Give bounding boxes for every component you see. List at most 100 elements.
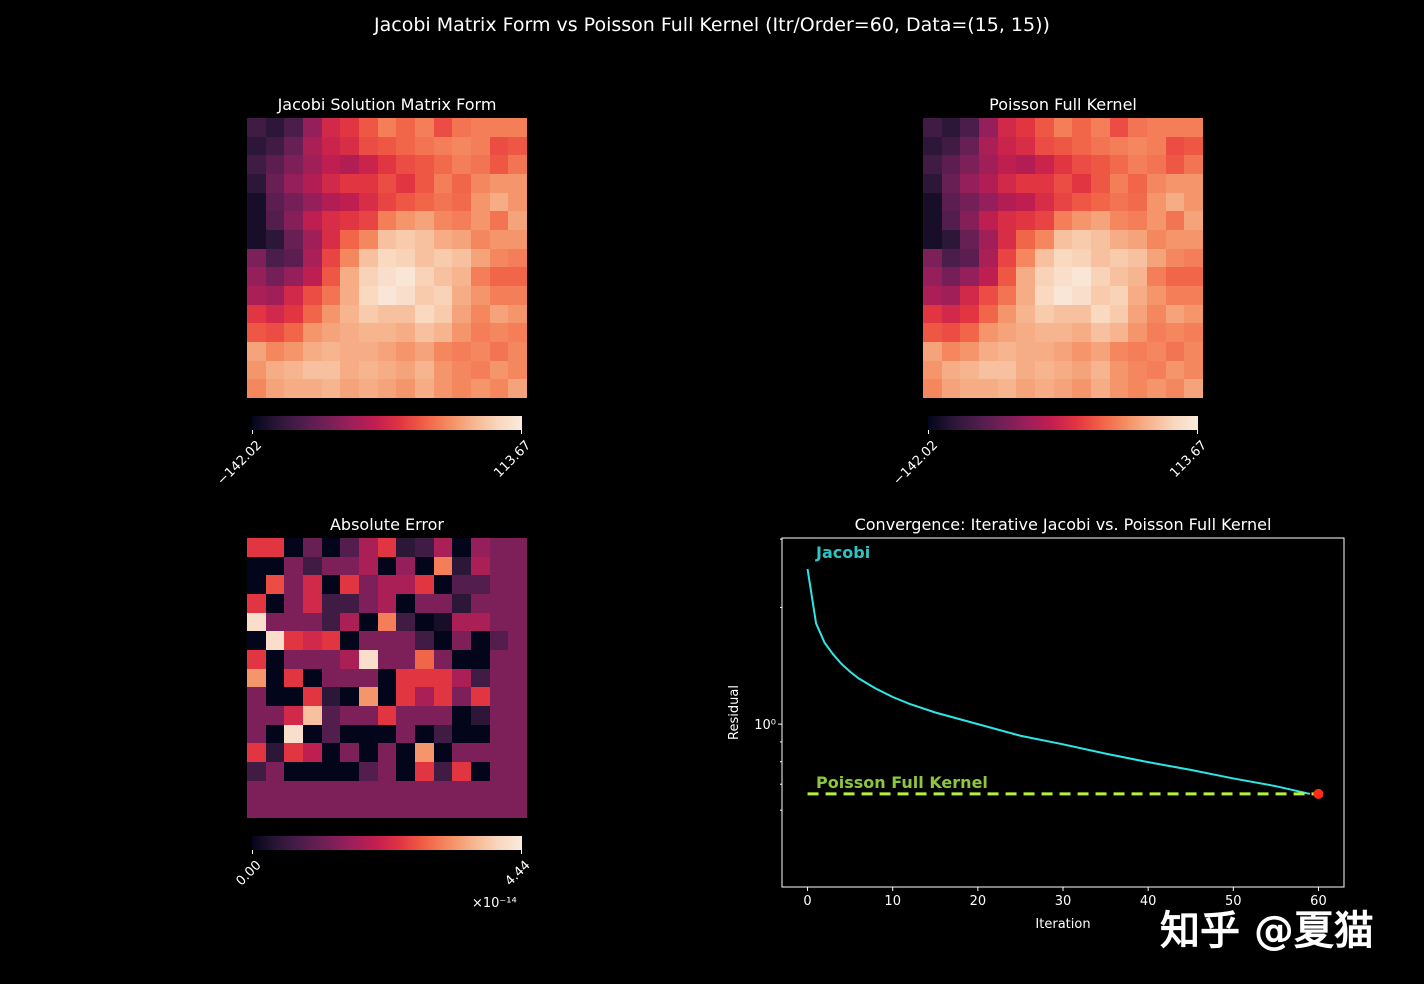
error-cell-r12-c10 (433, 761, 453, 781)
error-cell-r1-c14 (508, 556, 527, 576)
poisson-cell-r6-c11 (1128, 229, 1147, 249)
error-cell-r2-c9 (414, 575, 434, 594)
jacobi-cell-r4-c12 (470, 192, 490, 212)
error-cell-r13-c3 (302, 780, 322, 800)
poisson-cell-r9-c6 (1034, 285, 1054, 305)
error-cell-r4-c5 (340, 612, 359, 632)
jacobi-cell-r13-c10 (433, 360, 453, 380)
jacobi-cell-r5-c11 (452, 211, 471, 230)
poisson-cell-r0-c6 (1034, 118, 1054, 137)
poisson-cell-r5-c13 (1165, 211, 1185, 230)
poisson-cell-r3-c3 (978, 173, 998, 193)
error-cell-r9-c4 (321, 705, 341, 725)
poisson-cell-r13-c10 (1109, 360, 1129, 380)
x-tick-label-10: 10 (884, 894, 901, 909)
error-cell-r2-c3 (302, 575, 322, 594)
jacobi-cell-r10-c1 (265, 304, 285, 324)
error-cell-r3-c6 (358, 593, 378, 613)
poisson-cell-r8-c5 (1016, 267, 1035, 286)
poisson-cell-r13-c6 (1034, 360, 1054, 380)
error-cell-r10-c5 (340, 724, 359, 744)
jacobi-cell-r8-c14 (508, 267, 527, 286)
poisson-cell-r7-c11 (1128, 248, 1147, 268)
jacobi-cell-r8-c5 (340, 267, 359, 286)
poisson-cell-r7-c0 (923, 248, 942, 268)
poisson-cell-r2-c9 (1090, 155, 1110, 174)
poisson-cell-r8-c14 (1184, 267, 1203, 286)
x-tick-label-60: 60 (1310, 894, 1327, 909)
poisson-cell-r11-c10 (1109, 323, 1129, 342)
error-cell-r10-c3 (302, 724, 322, 744)
poisson-cell-r14-c8 (1072, 379, 1091, 398)
error-cell-r4-c10 (433, 612, 453, 632)
error-cell-r5-c1 (265, 631, 285, 650)
poisson-cell-r4-c10 (1109, 192, 1129, 212)
error-cell-r8-c1 (265, 687, 285, 706)
jacobi-cell-r14-c9 (414, 379, 434, 398)
poisson-cell-r14-c7 (1053, 379, 1073, 398)
error-cell-r6-c3 (302, 649, 322, 669)
error-cell-r8-c11 (452, 687, 471, 706)
jacobi-cell-r10-c13 (489, 304, 509, 324)
jacobi-cell-r11-c12 (470, 323, 490, 342)
jacobi-cell-r0-c9 (414, 118, 434, 137)
error-title: Absolute Error (329, 515, 444, 534)
jacobi-cell-r5-c10 (433, 211, 453, 230)
poisson-cell-r13-c8 (1072, 360, 1091, 380)
error-cell-r7-c14 (508, 668, 527, 688)
jacobi-cell-r11-c2 (284, 323, 303, 342)
jacobi-cell-r4-c13 (489, 192, 509, 212)
poisson-cell-r14-c11 (1128, 379, 1147, 398)
jacobi-cell-r0-c4 (321, 118, 341, 137)
jacobi-cell-r14-c11 (452, 379, 471, 398)
jacobi-label: Jacobi (815, 543, 870, 562)
error-colorbar-max-label: 4.44 (502, 858, 534, 890)
poisson-cell-r11-c2 (960, 323, 979, 342)
poisson-cell-r3-c6 (1034, 173, 1054, 193)
poisson-cell-r14-c9 (1090, 379, 1110, 398)
error-cell-r6-c6 (358, 649, 378, 669)
poisson-cell-r8-c7 (1053, 267, 1073, 286)
poisson-cell-r11-c3 (978, 323, 998, 342)
jacobi-cell-r2-c6 (358, 155, 378, 174)
poisson-cell-r4-c9 (1090, 192, 1110, 212)
jacobi-cell-r2-c7 (377, 155, 397, 174)
jacobi-cell-r4-c3 (302, 192, 322, 212)
jacobi-cell-r8-c6 (358, 267, 378, 286)
error-cell-r8-c8 (396, 687, 415, 706)
poisson-cell-r1-c5 (1016, 136, 1035, 156)
error-cell-r4-c3 (302, 612, 322, 632)
error-cell-r11-c6 (358, 743, 378, 762)
error-cell-r1-c5 (340, 556, 359, 576)
error-cell-r5-c11 (452, 631, 471, 650)
poisson-cell-r8-c10 (1109, 267, 1129, 286)
jacobi-cell-r9-c8 (396, 285, 415, 305)
jacobi-cell-r9-c6 (358, 285, 378, 305)
error-cell-r7-c2 (284, 668, 303, 688)
jacobi-cell-r8-c12 (470, 267, 490, 286)
jacobi-cell-r8-c10 (433, 267, 453, 286)
x-tick-label-0: 0 (803, 894, 811, 909)
error-cell-r7-c0 (247, 668, 266, 688)
error-cell-r10-c9 (414, 724, 434, 744)
jacobi-cell-r6-c5 (340, 229, 359, 249)
jacobi-cell-r14-c1 (265, 379, 285, 398)
error-cell-r6-c4 (321, 649, 341, 669)
jacobi-cell-r7-c14 (508, 248, 527, 268)
poisson-cell-r1-c1 (941, 136, 961, 156)
error-cell-r10-c4 (321, 724, 341, 744)
poisson-cell-r4-c5 (1016, 192, 1035, 212)
error-cell-r5-c3 (302, 631, 322, 650)
jacobi-cell-r1-c3 (302, 136, 322, 156)
error-cell-r14-c6 (358, 799, 378, 818)
poisson-cell-r1-c7 (1053, 136, 1073, 156)
poisson-cell-r11-c9 (1090, 323, 1110, 342)
error-cell-r7-c3 (302, 668, 322, 688)
poisson-cell-r13-c13 (1165, 360, 1185, 380)
error-cell-r11-c4 (321, 743, 341, 762)
poisson-cell-r14-c3 (978, 379, 998, 398)
poisson-cell-r8-c12 (1146, 267, 1166, 286)
jacobi-cell-r4-c6 (358, 192, 378, 212)
poisson-cell-r11-c14 (1184, 323, 1203, 342)
error-cell-r8-c4 (321, 687, 341, 706)
